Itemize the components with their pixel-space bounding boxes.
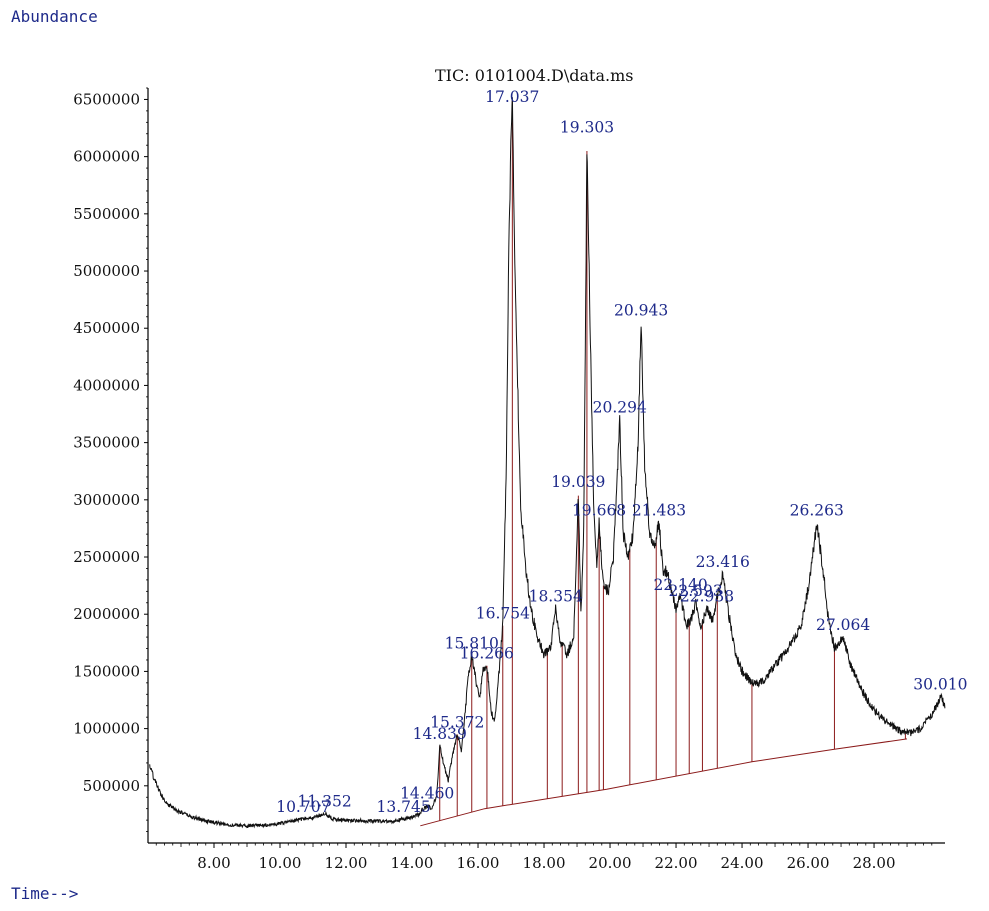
y-tick-label: 3500000 [73,434,140,452]
y-tick-label: 1000000 [73,720,140,738]
peak-label: 27.064 [816,616,870,634]
peak-label: 15.810 [445,634,499,652]
peak-label: 23.416 [696,553,750,571]
peak-label: 19.668 [572,502,626,520]
peak-label: 14.460 [400,784,454,802]
x-axis-title: Time--> [11,884,78,903]
peak-label: 16.754 [476,605,530,623]
x-tick-label: 8.00 [197,854,230,872]
y-tick-label: 1500000 [73,662,140,680]
peak-label: 16.266 [460,645,514,663]
x-tick-label: 12.00 [325,854,368,872]
peak-label: 10.707 [276,798,330,816]
x-tick-label: 10.00 [259,854,302,872]
peak-label: 22.593 [668,582,722,600]
peak-label: 21.483 [632,502,686,520]
peak-label: 17.037 [485,88,539,106]
x-tick-label: 22.00 [655,854,698,872]
x-tick-label: 20.00 [589,854,632,872]
x-tick-label: 28.00 [853,854,896,872]
y-axis-title: Abundance [11,7,98,26]
peak-label: 11.352 [298,792,352,810]
y-tick-label: 4500000 [73,319,140,337]
peak-label: 30.010 [913,676,967,694]
peak-label: 22.938 [680,587,734,605]
integration-layer [420,100,908,827]
chart-title: TIC: 0101004.D\data.ms [435,66,634,85]
x-tick-label: 24.00 [721,854,764,872]
y-tick-label: 6500000 [73,90,140,108]
tic-trace [149,97,946,829]
peak-label: 20.294 [593,399,647,417]
x-tick-label: 26.00 [787,854,830,872]
y-tick-label: 5500000 [73,205,140,223]
peak-label: 13.745 [376,798,430,816]
y-tick-label: 6000000 [73,148,140,166]
y-tick-label: 3000000 [73,491,140,509]
peak-label: 26.263 [790,502,844,520]
peak-label: 19.039 [551,473,605,491]
peak-label: 22.140 [654,576,708,594]
x-tick-label: 14.00 [391,854,434,872]
y-tick-label: 2000000 [73,605,140,623]
peak-label: 20.943 [614,302,668,320]
y-tick-label: 5000000 [73,262,140,280]
x-tick-label: 16.00 [457,854,500,872]
peak-label: 19.303 [560,118,614,136]
peak-label: 18.354 [529,587,583,605]
axes-layer: 500000 1000000 1500000 2000000 2500000 300000… [73,87,933,872]
y-tick-label: 2500000 [73,548,140,566]
peak-label: 14.839 [413,725,467,743]
y-tick-label: 4000000 [73,376,140,394]
x-tick-label: 18.00 [523,854,566,872]
peak-label: 15.372 [430,713,484,731]
y-tick-label: 500000 [83,777,140,795]
integration-baseline [420,738,908,827]
